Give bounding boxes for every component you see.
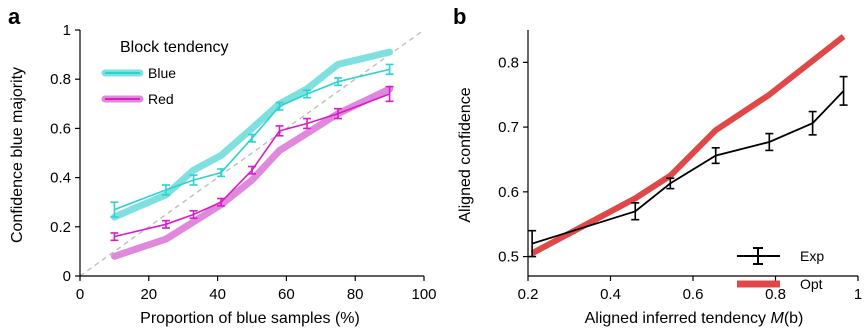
panel-a-letter: a xyxy=(8,4,21,29)
panel-a-x-tick-label: 60 xyxy=(278,286,295,303)
panel-b-x-axis-title-italic: M xyxy=(771,310,785,327)
legend-label-blue: Blue xyxy=(148,65,176,81)
panel-b-lines xyxy=(528,34,848,258)
legend-title: Block tendency xyxy=(120,39,229,56)
panel-a-y-axis-title: Confidence blue majority xyxy=(9,67,26,243)
opt-line xyxy=(530,34,846,256)
model-line-red xyxy=(110,85,394,260)
panel-b-axes: 0.2 0.4 0.6 0.8 1 0.5 0.6 0.7 0.8 xyxy=(498,30,862,303)
panel-a-x-tick-label: 80 xyxy=(347,286,364,303)
panel-b-y-tick-label: 0.8 xyxy=(498,54,519,71)
panel-b-y-tick-label: 0.7 xyxy=(498,119,519,136)
panel-a-x-tick-label: 0 xyxy=(76,286,84,303)
panel-a-y-tick-label: 0.2 xyxy=(50,219,71,236)
panel-a-axes: 0 20 40 60 80 100 0 0.2 0.4 0.6 0.8 1 xyxy=(50,22,436,303)
panel-b-legend: Exp Opt xyxy=(737,247,824,292)
panel-a-identity-line xyxy=(79,29,425,277)
panel-a-y-tick-label: 0.6 xyxy=(50,120,71,137)
panel-b-letter: b xyxy=(453,4,466,29)
legend-label-red: Red xyxy=(148,91,174,107)
panel-b-x-axis-title-text: Aligned inferred tendency xyxy=(585,310,771,327)
panel-b-x-tick-label: 0.8 xyxy=(765,286,786,303)
legend-label-exp: Exp xyxy=(800,248,824,264)
panel-a-y-tick-label: 0.4 xyxy=(50,170,71,187)
panel-b-x-tick-label: 0.6 xyxy=(683,286,704,303)
panel-a-x-tick-label: 20 xyxy=(140,286,157,303)
panel-a-y-tick-label: 0.8 xyxy=(50,71,71,88)
panel-b-y-tick-label: 0.6 xyxy=(498,184,519,201)
panel-a-x-axis-title: Proportion of blue samples (%) xyxy=(140,310,360,327)
data-line-red xyxy=(114,93,390,238)
panel-a-x-tick-label: 40 xyxy=(209,286,226,303)
panel-b-y-tick-label: 0.5 xyxy=(498,249,519,266)
legend-label-opt: Opt xyxy=(800,276,823,292)
identity-diagonal-line xyxy=(79,29,425,277)
panel-a-legend: Block tendency Blue Red xyxy=(101,39,229,107)
panel-b-y-axis-title: Aligned confidence xyxy=(457,87,474,222)
panel-b-x-axis-title: Aligned inferred tendency M(b) xyxy=(585,310,804,327)
panel-b-x-tick-label: 1 xyxy=(854,286,862,303)
panel-a-x-tick-label: 100 xyxy=(411,286,436,303)
panel-a-model-lines xyxy=(110,48,394,260)
panel-a-data-lines xyxy=(110,63,394,242)
panel-b-x-tick-label: 0.4 xyxy=(600,286,621,303)
panel-a-y-tick-label: 1 xyxy=(63,22,71,39)
panel-b-x-tick-label: 0.2 xyxy=(518,286,539,303)
panel-a-y-tick-label: 0 xyxy=(63,268,71,285)
panel-b: b 0.2 0.4 0.6 0.8 1 0.5 0.6 0.7 0.8 Aligned infe… xyxy=(453,4,862,327)
exp-line xyxy=(531,90,845,245)
panel-b-x-axis-title-paren: (b) xyxy=(784,310,804,327)
panel-a: a 0 20 40 60 80 100 0 0.2 0.4 0.6 0.8 1 Proportion … xyxy=(8,4,437,327)
